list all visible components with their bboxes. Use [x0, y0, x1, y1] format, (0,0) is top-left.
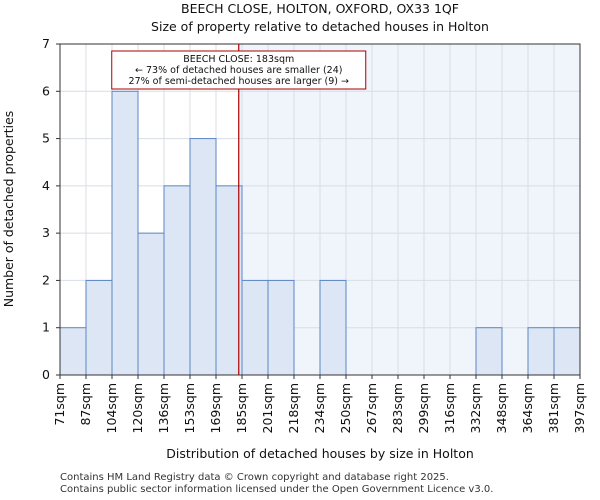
bars — [59, 90, 581, 376]
bar — [267, 279, 295, 376]
x-tick-label: 332sqm — [468, 383, 483, 433]
x-tick-label: 348sqm — [494, 383, 509, 433]
x-tick-label: 185sqm — [234, 383, 249, 433]
x-tick-label: 104sqm — [104, 383, 119, 433]
x-tick-label: 169sqm — [208, 383, 223, 433]
x-tick-label: 299sqm — [416, 383, 431, 433]
bar — [475, 327, 503, 376]
x-axis-label: Distribution of detached houses by size … — [166, 446, 474, 461]
x-tick-label: 234sqm — [312, 383, 327, 433]
x-tick-label: 250sqm — [338, 383, 353, 433]
x-tick-label: 381sqm — [546, 383, 561, 433]
x-tick-label: 364sqm — [520, 383, 535, 433]
bar — [189, 138, 217, 376]
x-tick-label: 316sqm — [442, 383, 457, 433]
footer-line-1: Contains HM Land Registry data © Crown c… — [60, 472, 449, 483]
highlight-region — [238, 44, 580, 375]
annotation-box — [111, 50, 367, 90]
bar — [137, 232, 165, 376]
x-tick-label: 397sqm — [572, 383, 587, 433]
x-tick-label: 218sqm — [286, 383, 301, 433]
x-tick-label: 71sqm — [52, 383, 67, 426]
bar — [553, 327, 581, 376]
annotation-line-3: 27% of semi-detached houses are larger (… — [129, 76, 349, 87]
x-tick-label: 136sqm — [156, 383, 171, 433]
chart-subtitle: Size of property relative to detached ho… — [151, 19, 489, 34]
y-tick-label: 1 — [42, 320, 50, 335]
y-tick-label: 3 — [42, 225, 50, 240]
x-tick-label: 201sqm — [260, 383, 275, 433]
y-tick-label: 2 — [42, 272, 50, 287]
bar — [215, 185, 243, 376]
x-tick-label: 267sqm — [364, 383, 379, 433]
bar — [59, 327, 87, 376]
y-tick-label: 6 — [42, 83, 50, 98]
x-tick-label: 87sqm — [78, 383, 93, 426]
y-axis-label: Number of detached properties — [1, 111, 16, 308]
bar — [241, 279, 269, 376]
y-tick-label: 4 — [42, 178, 50, 193]
x-tick-label: 153sqm — [182, 383, 197, 433]
chart-title: BEECH CLOSE, HOLTON, OXFORD, OX33 1QF — [181, 1, 459, 16]
bar — [111, 90, 139, 376]
y-tick-label: 7 — [42, 36, 50, 51]
plot-area — [59, 43, 581, 376]
x-axis-ticks: 71sqm 87sqm 104sqm 120sqm 136sqm 153sqm 169sqm… — [52, 375, 587, 433]
annotation-line-1: BEECH CLOSE: 183sqm — [183, 54, 294, 65]
annotation-line-2: ← 73% of detached houses are smaller (24… — [135, 65, 342, 76]
bar — [85, 279, 113, 376]
bar — [527, 327, 555, 376]
footer-line-2: Contains public sector information licen… — [60, 484, 494, 495]
y-axis-ticks: 0 1 2 3 4 5 6 7 — [42, 36, 60, 382]
bar — [163, 185, 191, 376]
y-tick-label: 0 — [42, 367, 50, 382]
y-tick-label: 5 — [42, 131, 50, 146]
bar — [319, 279, 347, 376]
x-tick-label: 120sqm — [130, 383, 145, 433]
x-tick-label: 283sqm — [390, 383, 405, 433]
